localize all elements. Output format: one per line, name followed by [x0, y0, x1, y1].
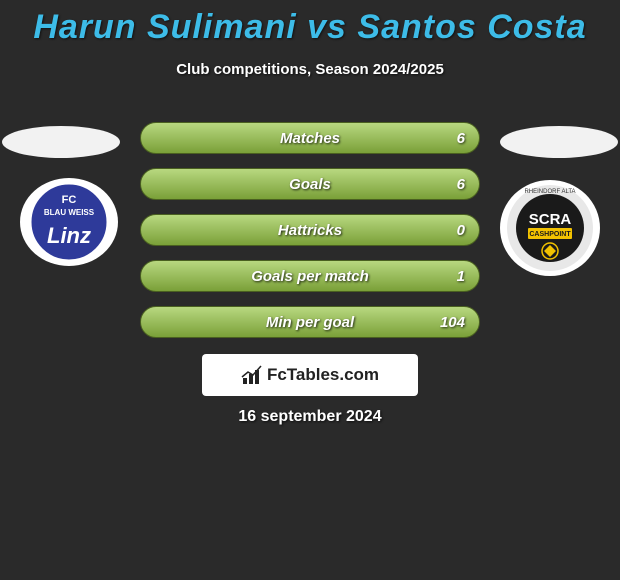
svg-text:BLAU WEISS: BLAU WEISS	[44, 208, 95, 217]
svg-text:FC: FC	[62, 194, 77, 206]
stat-value: 0	[457, 222, 465, 239]
subtitle: Club competitions, Season 2024/2025	[0, 61, 620, 78]
stat-row: Goals 6	[140, 168, 480, 200]
stat-row: Matches 6	[140, 122, 480, 154]
stat-row: Goals per match 1	[140, 260, 480, 292]
stat-value: 6	[457, 130, 465, 147]
stat-label: Min per goal	[266, 314, 354, 331]
svg-text:RHEINDORF ALTA: RHEINDORF ALTA	[524, 189, 575, 195]
stat-value: 104	[440, 314, 465, 331]
brand-box: FcTables.com	[202, 354, 418, 396]
blau-weiss-linz-logo-icon: FC BLAU WEISS Linz	[30, 183, 108, 261]
page-title: Harun Sulimani vs Santos Costa	[0, 0, 620, 47]
stat-row: Min per goal 104	[140, 306, 480, 338]
brand-text: FcTables.com	[267, 365, 379, 385]
stat-label: Goals	[289, 176, 331, 193]
date-label: 16 september 2024	[0, 408, 620, 426]
right-team-badge: RHEINDORF ALTA SCRA CASHPOINT	[500, 180, 600, 276]
stat-value: 6	[457, 176, 465, 193]
svg-text:CASHPOINT: CASHPOINT	[529, 231, 571, 238]
stat-value: 1	[457, 268, 465, 285]
svg-text:SCRA: SCRA	[529, 211, 572, 228]
stat-row: Hattricks 0	[140, 214, 480, 246]
left-ellipse-decoration	[2, 126, 120, 158]
svg-text:Linz: Linz	[47, 223, 91, 248]
scra-cashpoint-logo-icon: RHEINDORF ALTA SCRA CASHPOINT	[506, 184, 594, 272]
bar-chart-icon	[241, 364, 263, 386]
left-team-badge: FC BLAU WEISS Linz	[20, 178, 118, 266]
right-ellipse-decoration	[500, 126, 618, 158]
stat-label: Hattricks	[278, 222, 342, 239]
stat-label: Matches	[280, 130, 340, 147]
stats-container: Matches 6 Goals 6 Hattricks 0 Goals per match 1…	[140, 122, 480, 352]
stat-label: Goals per match	[251, 268, 369, 285]
